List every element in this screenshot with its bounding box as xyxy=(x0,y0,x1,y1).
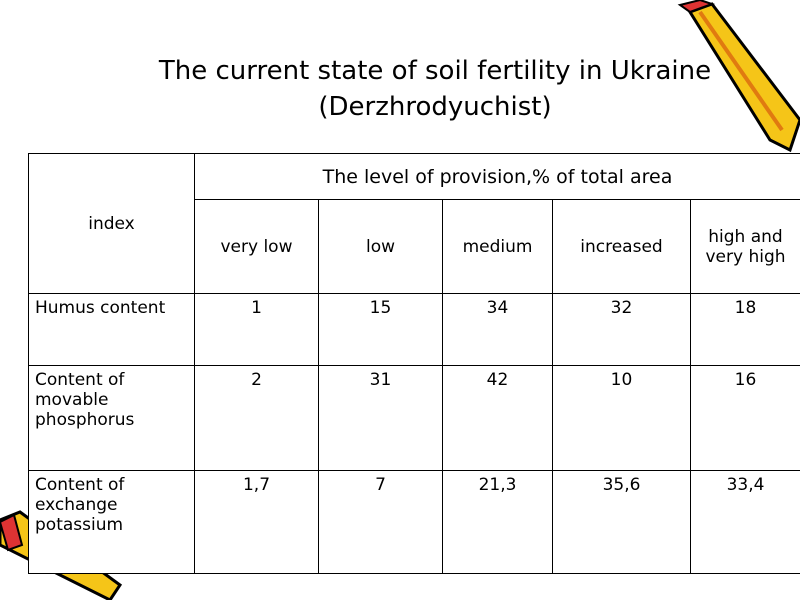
table-cell: 31 xyxy=(318,365,443,471)
pencil-top xyxy=(677,0,800,153)
level-header: medium xyxy=(442,199,553,294)
level-header: high and very high xyxy=(690,199,800,294)
table-cell: 42 xyxy=(442,365,553,471)
table-cell: 10 xyxy=(552,365,691,471)
row-label: Content of exchange potassium xyxy=(28,470,195,574)
title-line: (Derzhrodyuchist) xyxy=(318,92,552,122)
index-header: index xyxy=(28,153,195,294)
group-header: The level of provision,% of total area xyxy=(194,153,800,200)
table-cell: 34 xyxy=(442,293,553,366)
table-cell: 33,4 xyxy=(690,470,800,574)
table-cell: 35,6 xyxy=(552,470,691,574)
level-header: low xyxy=(318,199,443,294)
table-cell: 1 xyxy=(194,293,319,366)
table-cell: 2 xyxy=(194,365,319,471)
table-cell: 21,3 xyxy=(442,470,553,574)
table-cell: 18 xyxy=(690,293,800,366)
title-line: The current state of soil fertility in U… xyxy=(158,56,712,86)
table-cell: 32 xyxy=(552,293,691,366)
level-header: increased xyxy=(552,199,691,294)
table-cell: 7 xyxy=(318,470,443,574)
row-label: Content of movable phosphorus xyxy=(28,365,195,471)
table-cell: 16 xyxy=(690,365,800,471)
table-cell: 15 xyxy=(318,293,443,366)
table-cell: 1,7 xyxy=(194,470,319,574)
row-label: Humus content xyxy=(28,293,195,366)
level-header: very low xyxy=(194,199,319,294)
